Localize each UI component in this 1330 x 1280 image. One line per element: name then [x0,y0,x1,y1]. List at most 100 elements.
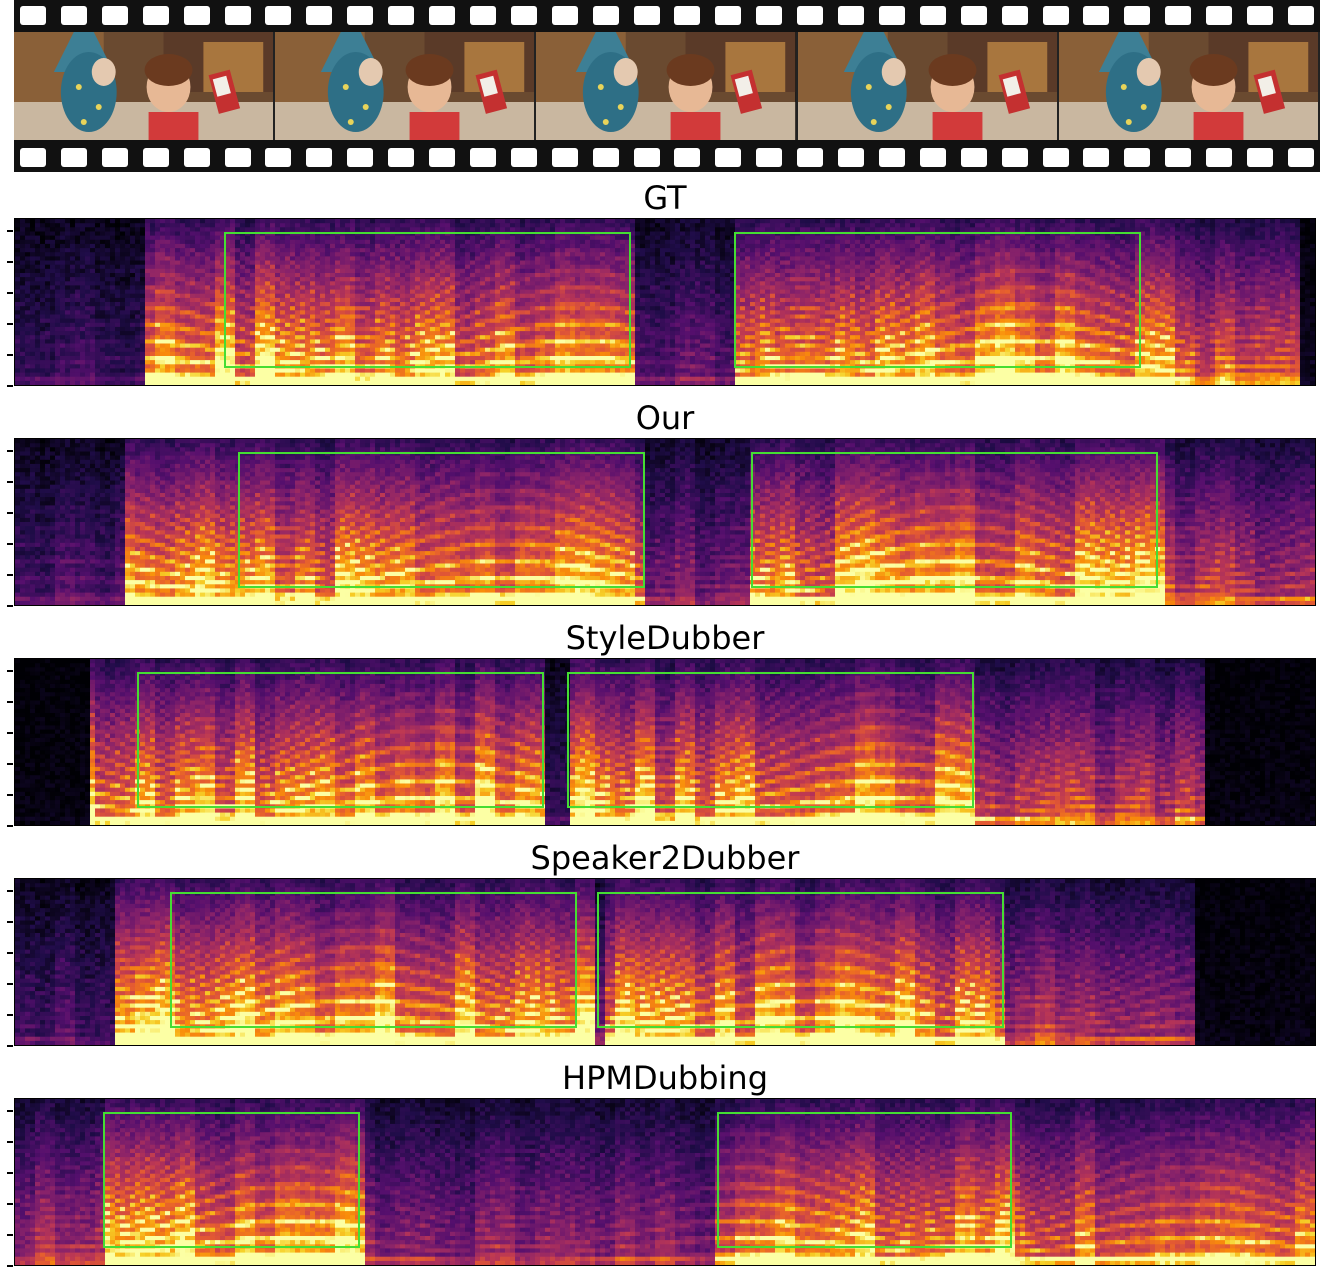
sprocket-hole [715,148,742,167]
sprocket-hole [1124,6,1151,25]
y-axis-tick [7,292,13,294]
sprocket-hole [347,6,374,25]
y-axis-tick [7,1141,13,1143]
panel-title-hpmdubbing: HPMDubbing [0,1060,1330,1096]
sprocket-hole [756,148,783,167]
sprocket-hole [1206,148,1233,167]
filmstrip-frames [14,32,1321,140]
sprocket-hole [265,148,292,167]
spectrogram-image [15,879,1315,1045]
highlight-box [103,1112,360,1248]
video-frame [797,32,1059,140]
y-axis-tick [7,261,13,263]
y-axis-tick [7,1265,13,1267]
sprocket-hole [797,6,824,25]
highlight-box [597,892,1004,1028]
sprocket-hole [1206,6,1233,25]
highlight-box [170,892,577,1028]
sprocket-hole [60,6,87,25]
sprocket-hole [715,6,742,25]
y-axis-tick [7,1014,13,1016]
sprocket-hole [1042,6,1069,25]
sprocket-hole [1247,148,1273,167]
sprocket-hole [1247,6,1273,25]
sprocket-hole [1287,148,1314,167]
highlight-box [238,452,645,588]
sprocket-hole [878,148,905,167]
highlight-box [137,672,544,808]
sprocket-hole [306,148,333,167]
y-axis-ticks-styledubber [7,658,14,827]
y-axis-tick [7,670,13,672]
sprocket-hole [101,6,128,25]
y-axis-tick [7,921,13,923]
highlight-box [734,232,1141,368]
sprocket-hole [960,148,987,167]
sprocket-hole [101,148,128,167]
sprocket-hole [1001,6,1028,25]
sprocket-hole [469,148,496,167]
sprocket-hole [224,148,251,167]
panel-title-gt: GT [0,180,1330,216]
sprocket-hole [510,148,537,167]
sprocket-hole [756,6,783,25]
spectrogram-gt [14,218,1316,386]
sprocket-hole [674,6,701,25]
sprocket-hole [919,6,946,25]
sprocket-hole [551,148,578,167]
y-axis-tick [7,1234,13,1236]
y-axis-ticks-gt [7,218,14,387]
sprocket-hole [1165,6,1192,25]
sprocket-hole [592,148,619,167]
sprocket-hole [469,6,496,25]
sprocket-hole [60,148,87,167]
y-axis-ticks-our [7,438,14,607]
sprocket-hole [347,148,374,167]
sprocket-hole [429,6,455,25]
sprocket-hole [919,148,946,167]
sprocket-hole [510,6,537,25]
sprocket-hole [797,148,824,167]
y-axis-tick [7,952,13,954]
sprocket-hole [1083,6,1110,25]
sprocket-hole [1083,148,1110,167]
spectrogram-speaker2dubber [14,878,1316,1046]
sprocket-hole [960,6,987,25]
y-axis-tick [7,983,13,985]
y-axis-ticks-hpmdubbing [7,1098,14,1267]
spectrogram-image [15,219,1315,385]
highlight-box [224,232,631,368]
sprocket-hole [551,6,578,25]
y-axis-tick [7,354,13,356]
sprocket-hole [838,148,864,167]
sprocket-hole [1001,148,1028,167]
y-axis-ticks-speaker2dubber [7,878,14,1047]
y-axis-tick [7,1110,13,1112]
y-axis-tick [7,763,13,765]
panel-title-our: Our [0,400,1330,436]
y-axis-tick [7,385,13,387]
y-axis-tick [7,701,13,703]
y-axis-tick [7,1203,13,1205]
sprocket-hole [1042,148,1069,167]
filmstrip-sprockets-top [14,0,1320,30]
sprocket-hole [20,6,46,25]
spectrogram-image [15,1099,1315,1265]
sprocket-hole [142,148,169,167]
sprocket-hole [20,148,46,167]
sprocket-hole [142,6,169,25]
y-axis-tick [7,450,13,452]
y-axis-tick [7,825,13,827]
sprocket-hole [674,148,701,167]
spectrogram-image [15,659,1315,825]
sprocket-hole [306,6,333,25]
sprocket-hole [1124,148,1151,167]
highlight-box [751,452,1158,588]
video-frame [536,32,798,140]
spectrogram-hpmdubbing [14,1098,1316,1266]
panel-title-speaker2dubber: Speaker2Dubber [0,840,1330,876]
y-axis-tick [7,512,13,514]
sprocket-hole [183,148,210,167]
y-axis-tick [7,323,13,325]
y-axis-tick [7,230,13,232]
